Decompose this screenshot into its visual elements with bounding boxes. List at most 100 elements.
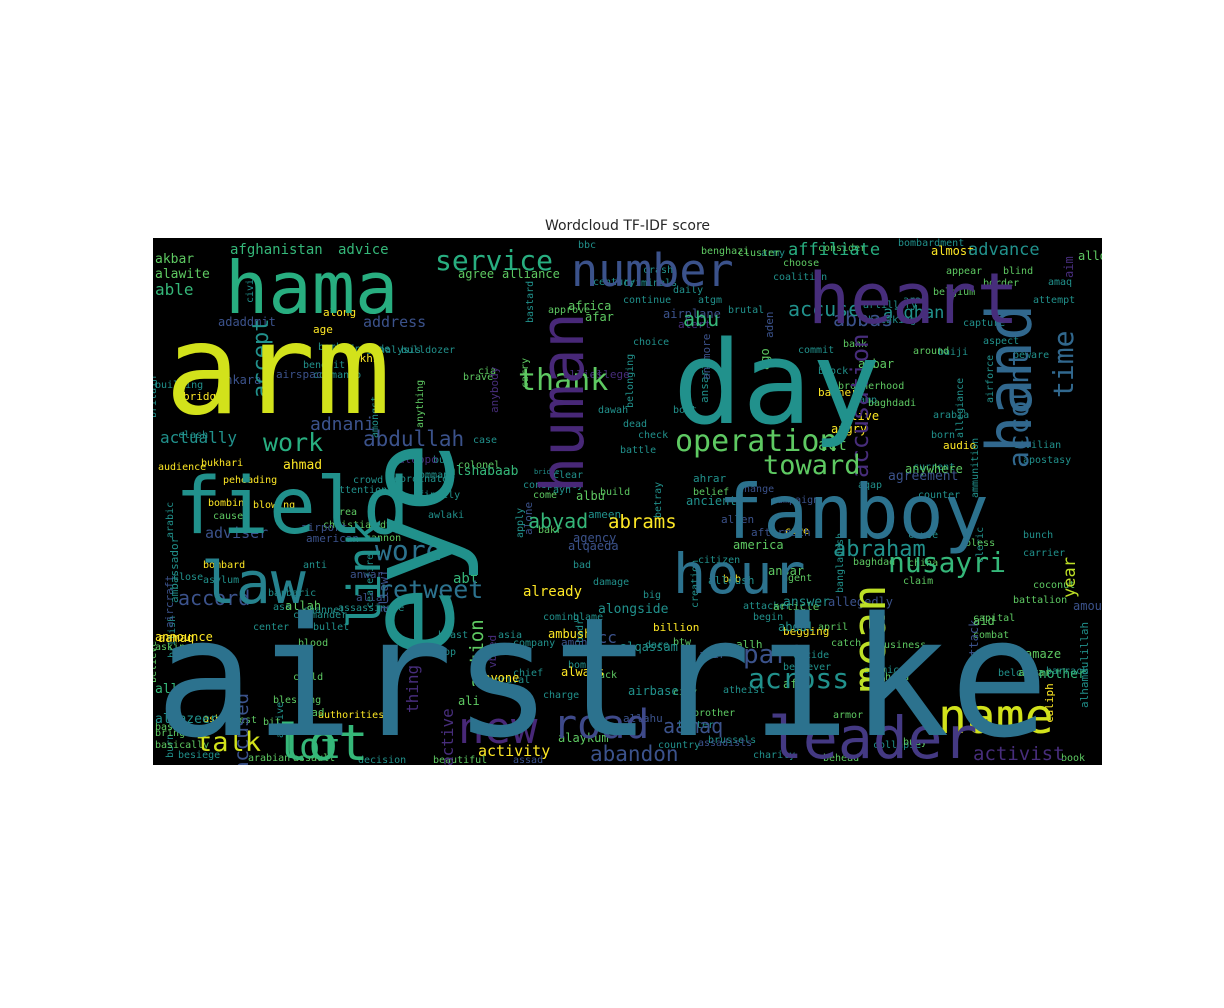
word-beware: beware (1013, 350, 1049, 361)
word-alert: alert (678, 318, 711, 331)
word-almost: almost (931, 244, 974, 258)
word-bridge: bridge (183, 390, 223, 403)
word-agency: agency (573, 531, 616, 545)
word-charity: charity (753, 750, 795, 761)
word-albu: albu (576, 489, 605, 503)
word-thing: thing (403, 665, 422, 713)
word-airstrike: airstrike (155, 582, 1049, 765)
word-care: care (785, 526, 809, 537)
word-assad: assad (513, 755, 543, 765)
word-believe: believe (153, 641, 159, 683)
word-buy: buy (433, 455, 451, 466)
word-airspace: airspace (276, 368, 329, 381)
word-brussels: brussels (708, 735, 756, 746)
word-barrack: barrack (1046, 666, 1088, 677)
word-coalition: coalition (773, 272, 827, 283)
word-ayn: ayn (553, 485, 571, 496)
word-abu: abu (683, 307, 719, 331)
word-airport: airport (301, 521, 347, 534)
word-charge: charge (543, 690, 579, 701)
word-baghdadi: baghdadi (868, 398, 916, 409)
word-abandon: abandon (590, 742, 679, 765)
word-bring: bring (155, 728, 185, 739)
word-aid: aid (973, 614, 995, 628)
word-action: action (466, 619, 488, 688)
word-benefit: benefit (303, 360, 345, 371)
word-abbas: abbas (833, 307, 893, 331)
word-cluster: cluster (738, 248, 780, 259)
word-april: april (818, 622, 848, 633)
word-affiliate: affiliate (788, 240, 880, 260)
word-coming: coming (543, 612, 579, 623)
word-battalion: battalion (1013, 595, 1067, 606)
word-amir: amir (699, 648, 726, 661)
word-always: always (561, 665, 604, 679)
word-allies: allies (563, 368, 603, 381)
word-airforce: airforce (985, 355, 996, 403)
word-human: human (528, 312, 598, 493)
word-close: close (173, 572, 203, 583)
word-besiege: besiege (178, 750, 220, 761)
word-cause: cause (908, 530, 938, 541)
word-anymore: anymore (700, 334, 713, 380)
word-border: border (983, 278, 1019, 289)
word-billion: billion (653, 621, 699, 634)
word-adnani: adnani (310, 414, 375, 435)
word-anywhere: anywhere (905, 462, 963, 476)
word-apply: apply (515, 508, 526, 538)
word-attention: attention (333, 485, 387, 496)
word-able: able (155, 280, 194, 299)
word-badr: badr (575, 619, 586, 643)
word-around: around (913, 346, 949, 357)
word-thank: thank (518, 363, 608, 398)
word-hama: hama (225, 246, 398, 330)
word-chemical: chemical (863, 665, 911, 676)
word-africa: africa (568, 299, 611, 313)
word-clash: clash (178, 430, 208, 441)
word-adaddmit: adaddmit (218, 315, 276, 329)
word-ash: ash (203, 714, 221, 725)
word-actually: actually (160, 428, 237, 447)
word-operation: operation (675, 424, 838, 459)
word-aljazeera: aljazeera (155, 712, 225, 727)
word-battle: battle (620, 445, 656, 456)
word-attack: attack (967, 619, 981, 663)
word-block: block (818, 366, 848, 377)
word-accuse: accuse (788, 297, 860, 321)
word-audio: audio (943, 439, 976, 452)
word-year: year (1060, 557, 1080, 598)
word-bombing: bombing (208, 498, 250, 509)
word-catch: catch (831, 638, 861, 649)
word-believer: believer (783, 662, 831, 673)
word-amongst: amongst (370, 396, 381, 438)
word-arab: arab (903, 295, 927, 306)
word-blessing: blessing (273, 695, 321, 706)
word-ambush: ambush (548, 627, 591, 641)
wordcloud-canvas: bridge decision cause counter aqap current cam… (153, 238, 1102, 765)
word-body: body (368, 520, 392, 531)
word-abrams: abrams (608, 511, 677, 533)
word-commit: commit (798, 345, 834, 356)
word-akbar: akbar (155, 252, 194, 267)
word-arrival: arrival (488, 675, 530, 686)
word-allen: allen (721, 513, 754, 526)
word-criminals: criminals (623, 278, 677, 289)
word-britain: britain (153, 376, 159, 418)
word-ally: ally (155, 682, 186, 697)
word-answer: answer (783, 595, 830, 610)
word-century: century (593, 277, 635, 288)
word-christian: christian (323, 520, 377, 531)
word-bbc: bbc (578, 240, 596, 251)
word-blowing: blowing (253, 500, 295, 511)
word-decision: decision (358, 755, 406, 765)
word-adviser: adviser (205, 524, 268, 542)
word-accusation: accusation (846, 334, 874, 479)
word-atgm: atgm (698, 295, 722, 306)
word-service: service (435, 244, 553, 277)
word-born: born (931, 430, 955, 441)
word-alshabaab: alshabaab (448, 464, 519, 479)
word-bit: bit (263, 717, 281, 728)
word-ancient: ancient (686, 494, 737, 508)
word-activity: activity (478, 742, 550, 760)
word-lot: lot (278, 727, 341, 765)
